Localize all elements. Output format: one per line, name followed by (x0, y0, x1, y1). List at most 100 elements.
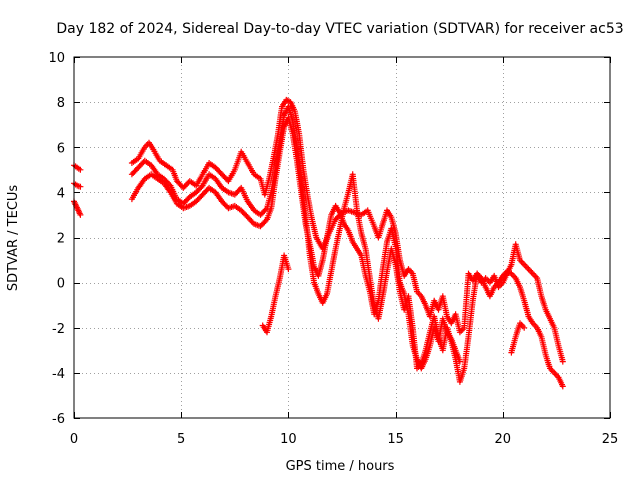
data-point (193, 193, 205, 205)
data-point (354, 245, 364, 257)
data-point (559, 358, 566, 365)
data-point (525, 313, 535, 325)
x-tick-label: 20 (495, 432, 512, 447)
data-point (521, 261, 531, 271)
x-tick-labels: 0 5 10 15 20 25 (70, 432, 618, 447)
series-track-a (71, 162, 84, 173)
data-point (270, 135, 281, 162)
data-point (461, 272, 472, 331)
x-tick-label: 0 (70, 432, 78, 447)
axis-ticks (74, 57, 611, 419)
y-tick-label: -6 (52, 412, 65, 427)
series-track-c (71, 198, 84, 218)
data-point (186, 190, 198, 200)
data-point (414, 288, 423, 298)
data-point (529, 320, 539, 330)
data-point (276, 114, 287, 146)
y-tick-label: 10 (48, 51, 65, 66)
plot-frame (73, 56, 611, 419)
data-point (180, 195, 192, 207)
data-point (291, 108, 302, 135)
data-point (167, 189, 179, 205)
data-point (306, 241, 317, 268)
data-point (279, 98, 289, 110)
data-point (401, 290, 411, 316)
data-point (154, 175, 166, 186)
data-point (547, 365, 556, 375)
data-point (418, 358, 428, 372)
data-point (193, 184, 205, 196)
data-point (542, 351, 553, 370)
data-point (272, 150, 283, 182)
data-point (294, 157, 304, 194)
data-point (141, 141, 151, 151)
data-points (71, 96, 566, 390)
data-point (504, 268, 513, 276)
data-point (379, 241, 390, 273)
data-point (244, 160, 256, 176)
x-tick-label: 5 (177, 432, 185, 447)
data-point (555, 342, 566, 363)
data-point (508, 335, 519, 356)
data-point (128, 186, 141, 203)
data-point (276, 126, 287, 155)
data-point (559, 383, 566, 390)
data-point (309, 216, 319, 239)
data-point (141, 157, 153, 168)
data-point (521, 297, 531, 318)
data-point (272, 277, 283, 300)
data-point (396, 279, 407, 295)
data-point (392, 230, 403, 261)
data-point (448, 336, 458, 352)
data-point (218, 184, 230, 195)
data-point (392, 261, 403, 293)
data-point (405, 293, 416, 329)
data-point (324, 270, 334, 297)
data-point (375, 268, 386, 304)
y-tick-label: -2 (52, 322, 65, 337)
data-point (345, 227, 355, 244)
data-point (186, 178, 198, 188)
data-point (148, 162, 160, 176)
y-tick-label: 0 (57, 277, 65, 292)
x-axis-label: GPS time / hours (286, 459, 395, 474)
data-point (135, 177, 147, 191)
data-point (77, 166, 84, 173)
data-point (319, 236, 330, 264)
data-point (465, 299, 476, 340)
data-point (482, 275, 492, 285)
data-point (324, 214, 334, 241)
data-point (251, 171, 262, 181)
data-point (283, 96, 293, 105)
data-point (349, 171, 360, 212)
data-point (499, 269, 509, 279)
data-point (218, 198, 231, 210)
y-tick-label: 8 (57, 96, 65, 111)
data-point (212, 164, 224, 176)
data-point (268, 177, 279, 212)
data-point (141, 172, 153, 182)
data-point (257, 206, 269, 218)
series-track-h (508, 320, 528, 356)
data-point (289, 117, 300, 149)
data-point (225, 168, 237, 185)
series-track-f (128, 114, 463, 372)
data-point (206, 184, 217, 195)
data-point (486, 285, 497, 300)
data-point (285, 266, 292, 273)
data-point (300, 166, 311, 198)
data-point (135, 146, 147, 162)
data-point (358, 252, 369, 277)
data-point (452, 347, 463, 363)
series-track-e (128, 103, 566, 390)
data-point (555, 374, 565, 388)
data-point (73, 202, 81, 212)
data-point (551, 369, 561, 379)
data-point (186, 199, 198, 209)
data-point (274, 105, 285, 139)
data-point (74, 164, 82, 172)
y-axis-label: SDTVAR / TECUs (6, 185, 21, 292)
chart-title: Day 182 of 2024, Sidereal Day-to-day VTE… (56, 21, 623, 37)
data-point (439, 315, 450, 334)
